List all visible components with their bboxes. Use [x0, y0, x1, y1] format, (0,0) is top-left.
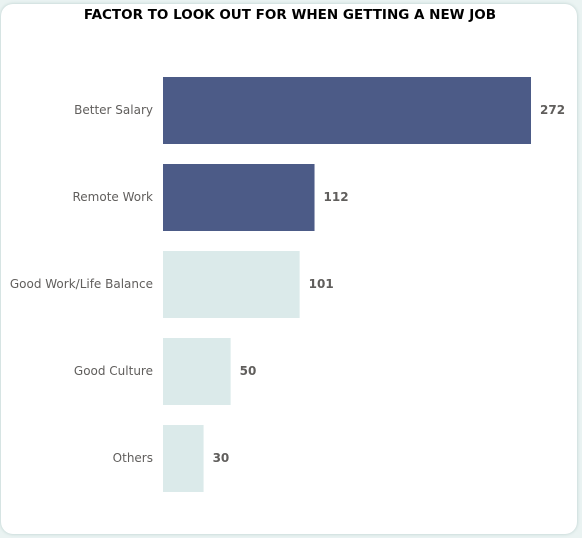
category-label: Good Culture [74, 364, 153, 378]
category-label: Others [113, 451, 153, 465]
data-label: 101 [309, 277, 334, 291]
bar-better-salary[interactable] [163, 77, 531, 144]
data-label: 272 [540, 103, 565, 117]
category-label: Good Work/Life Balance [10, 277, 153, 291]
data-label: 30 [213, 451, 230, 465]
chart-title: FACTOR TO LOOK OUT FOR WHEN GETTING A NE… [83, 7, 497, 23]
bar-good-culture[interactable] [163, 338, 231, 405]
category-label: Better Salary [74, 103, 153, 117]
bar-remote-work[interactable] [163, 164, 315, 231]
bar-others[interactable] [163, 425, 204, 492]
data-label: 50 [240, 364, 257, 378]
data-label: 112 [324, 190, 349, 204]
category-label: Remote Work [72, 190, 153, 204]
bar-good-work-life-balance[interactable] [163, 251, 300, 318]
